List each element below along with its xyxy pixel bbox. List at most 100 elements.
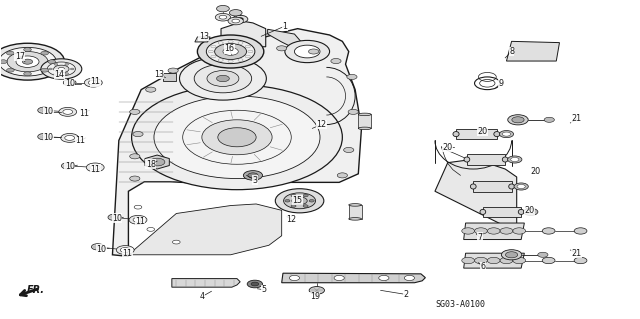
Text: 11: 11 (122, 249, 132, 258)
Circle shape (508, 156, 522, 163)
Circle shape (379, 275, 389, 280)
Ellipse shape (358, 127, 371, 130)
Polygon shape (483, 207, 521, 217)
Circle shape (237, 18, 243, 21)
Text: 20: 20 (531, 167, 541, 176)
Circle shape (216, 5, 229, 12)
Ellipse shape (480, 209, 486, 214)
Circle shape (506, 252, 518, 258)
Circle shape (309, 286, 324, 294)
Polygon shape (464, 253, 524, 268)
Circle shape (337, 173, 348, 178)
Text: 11: 11 (79, 109, 89, 118)
Circle shape (61, 163, 74, 169)
Circle shape (502, 132, 511, 136)
Text: 19: 19 (310, 292, 320, 301)
Polygon shape (268, 29, 304, 50)
Text: 9: 9 (498, 79, 503, 88)
Polygon shape (456, 129, 497, 139)
Text: 20: 20 (524, 206, 534, 215)
Text: 10: 10 (112, 214, 122, 223)
Circle shape (309, 199, 314, 202)
Circle shape (147, 227, 155, 231)
Circle shape (514, 183, 528, 190)
Text: 10: 10 (44, 108, 54, 116)
Circle shape (202, 120, 272, 155)
Text: 13: 13 (199, 32, 209, 41)
Circle shape (214, 44, 246, 59)
Polygon shape (172, 278, 240, 287)
Circle shape (197, 35, 264, 68)
Text: 17: 17 (15, 52, 25, 61)
Circle shape (108, 214, 121, 220)
Circle shape (538, 252, 548, 257)
Circle shape (574, 228, 587, 234)
Text: 10: 10 (97, 245, 107, 254)
Circle shape (289, 275, 300, 280)
Circle shape (487, 257, 500, 264)
Text: 4: 4 (199, 292, 204, 301)
Circle shape (574, 257, 587, 264)
Circle shape (247, 280, 262, 288)
Circle shape (58, 67, 65, 70)
Circle shape (38, 133, 51, 140)
Circle shape (0, 48, 56, 76)
Ellipse shape (358, 113, 371, 116)
Polygon shape (195, 37, 210, 42)
Polygon shape (163, 73, 175, 81)
Circle shape (6, 51, 14, 55)
Circle shape (285, 199, 290, 202)
Polygon shape (221, 21, 266, 47)
Polygon shape (282, 273, 426, 283)
Circle shape (70, 68, 74, 70)
Circle shape (218, 128, 256, 147)
Circle shape (134, 205, 142, 209)
Circle shape (168, 68, 178, 73)
Ellipse shape (453, 131, 459, 137)
Text: 16: 16 (224, 44, 234, 54)
Circle shape (54, 73, 58, 75)
Circle shape (512, 117, 524, 123)
Circle shape (511, 158, 519, 161)
Ellipse shape (464, 157, 470, 162)
Circle shape (291, 194, 296, 197)
Circle shape (243, 171, 262, 180)
Text: 6: 6 (481, 262, 485, 271)
Circle shape (48, 60, 56, 63)
Circle shape (232, 15, 248, 23)
Circle shape (6, 68, 14, 72)
Circle shape (24, 72, 31, 76)
Circle shape (65, 136, 75, 140)
Circle shape (303, 194, 308, 197)
Circle shape (130, 154, 140, 159)
Polygon shape (349, 205, 362, 219)
Circle shape (132, 85, 342, 190)
Circle shape (542, 228, 555, 234)
Circle shape (179, 57, 266, 100)
Polygon shape (464, 223, 524, 240)
Circle shape (517, 184, 525, 189)
Ellipse shape (470, 184, 476, 189)
Circle shape (41, 59, 82, 79)
Circle shape (130, 109, 140, 115)
Circle shape (154, 96, 320, 179)
Text: 14: 14 (54, 70, 65, 79)
Circle shape (251, 282, 259, 286)
Circle shape (149, 158, 165, 166)
Circle shape (0, 60, 7, 63)
Circle shape (86, 163, 104, 172)
Circle shape (500, 228, 513, 234)
Circle shape (223, 48, 238, 55)
Text: 21: 21 (572, 114, 582, 123)
Circle shape (508, 115, 528, 125)
Polygon shape (145, 155, 170, 169)
Circle shape (133, 218, 143, 222)
Circle shape (291, 205, 296, 207)
Circle shape (500, 257, 513, 264)
Circle shape (41, 68, 49, 72)
Circle shape (499, 130, 514, 137)
Circle shape (344, 147, 354, 152)
Circle shape (348, 109, 358, 115)
Circle shape (88, 80, 98, 85)
Circle shape (462, 228, 474, 234)
